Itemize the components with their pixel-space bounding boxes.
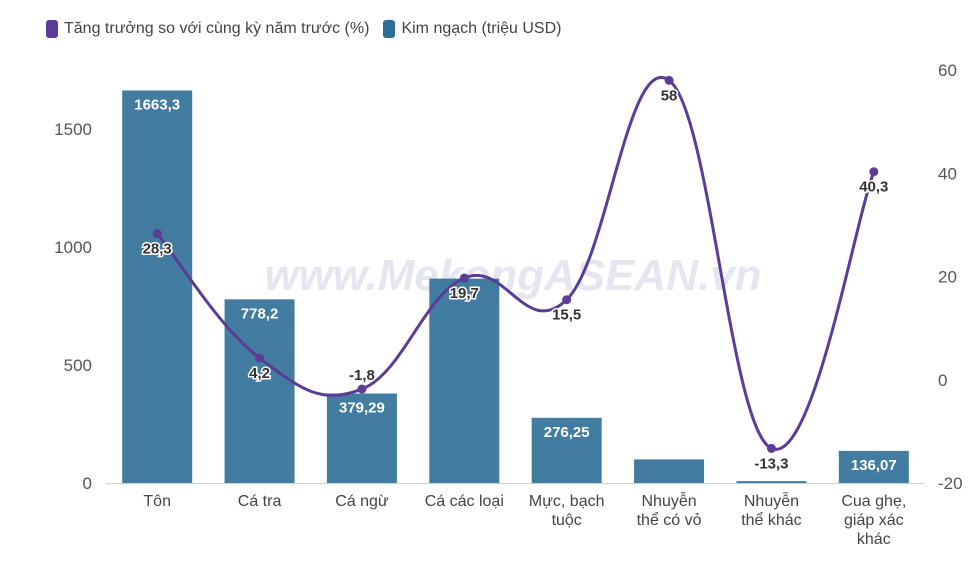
right-tick-label: 60 bbox=[938, 61, 957, 80]
growth-point bbox=[255, 353, 265, 363]
bar bbox=[122, 90, 193, 484]
growth-point bbox=[357, 384, 367, 394]
x-tick-label: Tôn bbox=[143, 493, 171, 510]
right-tick-label: -20 bbox=[938, 474, 963, 493]
x-tick-label: tuộc bbox=[552, 512, 582, 529]
x-tick-label: giáp xác bbox=[844, 512, 904, 529]
bar-value-label: 1663,3 bbox=[134, 96, 180, 113]
growth-value-label: 28,3 bbox=[143, 241, 172, 258]
x-tick-label: Cá ngừ bbox=[335, 493, 389, 510]
growth-point bbox=[869, 167, 879, 177]
bar-value-label: 379,29 bbox=[339, 399, 385, 416]
bar bbox=[838, 450, 909, 483]
legend-swatch-value bbox=[383, 20, 396, 38]
legend: Tăng trưởng so với cùng kỳ năm trước (%)… bbox=[46, 20, 561, 38]
growth-value-label: 58 bbox=[661, 87, 678, 104]
x-tick-label: Cá các loại bbox=[425, 493, 504, 510]
watermark: www.MekongASEAN.vn bbox=[264, 251, 761, 300]
bar bbox=[531, 417, 602, 483]
x-tick-label: Cua ghẹ, bbox=[841, 493, 906, 510]
x-tick-label: Cá tra bbox=[238, 493, 282, 510]
left-tick-label: 500 bbox=[64, 356, 92, 375]
right-tick-label: 20 bbox=[938, 268, 957, 287]
growth-value-label: 4,2 bbox=[249, 365, 270, 382]
bar bbox=[736, 481, 807, 483]
legend-label-value: Kim ngạch (triệu USD) bbox=[401, 20, 562, 37]
right-tick-label: 40 bbox=[938, 164, 957, 183]
growth-value-label: -1,8 bbox=[349, 367, 375, 384]
growth-value-label: 40,3 bbox=[859, 179, 888, 196]
legend-item-growth[interactable]: Tăng trưởng so với cùng kỳ năm trước (%) bbox=[46, 20, 369, 38]
bar-value-label: 276,25 bbox=[544, 424, 590, 441]
growth-point bbox=[562, 295, 572, 305]
x-tick-label: thể khác bbox=[741, 511, 801, 529]
left-tick-label: 0 bbox=[83, 474, 92, 493]
bar bbox=[429, 278, 500, 483]
x-tick-label: khác bbox=[857, 531, 891, 548]
left-tick-label: 1000 bbox=[54, 238, 92, 257]
bar-value-label: 136,07 bbox=[851, 457, 897, 474]
bar bbox=[224, 299, 295, 483]
growth-point bbox=[664, 75, 674, 85]
left-tick-label: 1500 bbox=[54, 120, 92, 139]
growth-value-label: 15,5 bbox=[552, 307, 581, 324]
legend-label-growth: Tăng trưởng so với cùng kỳ năm trước (%) bbox=[64, 20, 370, 37]
bar bbox=[634, 459, 705, 483]
growth-point bbox=[152, 229, 162, 239]
bar-value-label: 778,2 bbox=[241, 305, 279, 322]
x-tick-label: Nhuyễn bbox=[641, 491, 696, 510]
growth-value-label: 19,7 bbox=[450, 285, 479, 302]
x-tick-label: Mực, bạch bbox=[529, 493, 605, 510]
legend-item-value[interactable]: Kim ngạch (triệu USD) bbox=[383, 20, 561, 38]
x-tick-label: thể có vỏ bbox=[637, 511, 702, 529]
growth-value-label: -13,3 bbox=[754, 455, 788, 472]
growth-point bbox=[459, 273, 469, 283]
legend-swatch-growth bbox=[46, 20, 58, 38]
right-tick-label: 0 bbox=[938, 371, 947, 390]
x-tick-label: Nhuyễn bbox=[744, 491, 799, 510]
growth-point bbox=[766, 443, 776, 453]
bar bbox=[326, 393, 397, 483]
